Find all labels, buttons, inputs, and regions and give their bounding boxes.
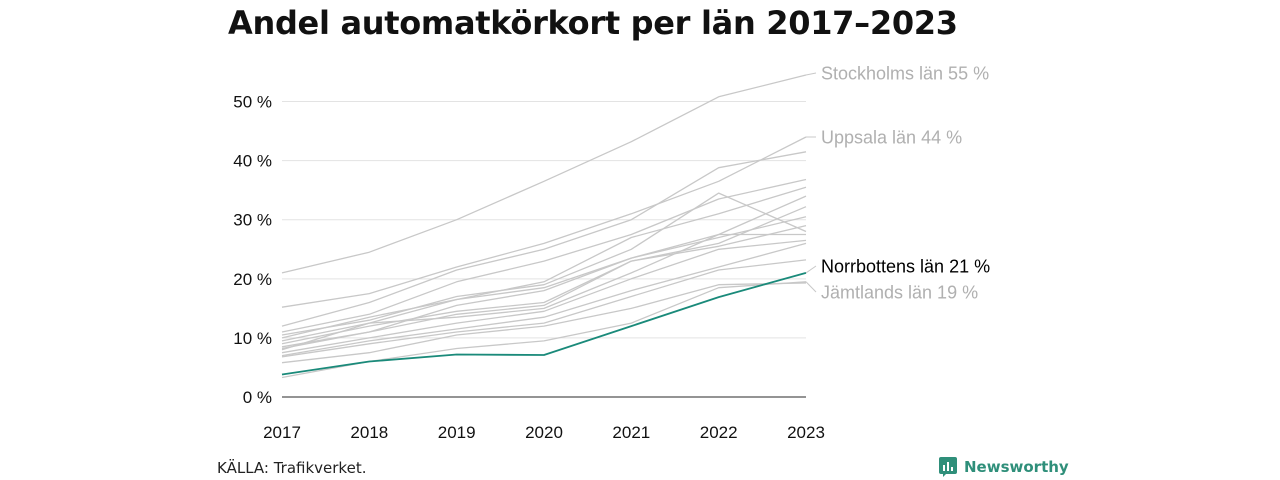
series-end-labels: Stockholms län 55 % Uppsala län 44 % Norrb…	[805, 64, 990, 303]
label-connector	[805, 281, 817, 293]
chart-title: Andel automatkörkort per län 2017–2023	[228, 4, 958, 42]
series-line	[281, 206, 807, 345]
x-tick-label: 2020	[525, 423, 563, 442]
x-tick-label: 2021	[612, 423, 650, 442]
series-line	[281, 239, 807, 354]
series-line	[281, 178, 807, 333]
series-line	[281, 136, 807, 308]
y-tick-label: 10 %	[233, 329, 272, 348]
series-line	[281, 74, 807, 274]
series-line	[281, 186, 807, 339]
series-line	[281, 272, 807, 376]
brand-logo[interactable]: Newsworthy	[938, 456, 1069, 478]
x-tick-label: 2017	[263, 423, 301, 442]
series-end-label: Jämtlands län 19 %	[821, 283, 978, 303]
y-tick-label: 30 %	[233, 211, 272, 230]
label-connector	[805, 72, 817, 76]
y-tick-label: 50 %	[233, 93, 272, 112]
brand-name: Newsworthy	[964, 458, 1069, 476]
series-line	[281, 259, 807, 358]
series-end-label: Uppsala län 44 %	[821, 128, 962, 148]
y-tick-label: 20 %	[233, 270, 272, 289]
x-tick-label: 2022	[700, 423, 738, 442]
series-line	[281, 192, 807, 336]
newsworthy-logo-icon	[939, 457, 957, 477]
series-line	[281, 233, 806, 351]
series-line	[281, 151, 807, 327]
series-end-label: Norrbottens län 21 %	[821, 257, 990, 277]
y-axis-ticks: 0 % 10 % 20 % 30 % 40 % 50 %	[233, 93, 272, 407]
x-tick-label: 2019	[438, 423, 476, 442]
y-tick-label: 0 %	[243, 388, 272, 407]
series-line	[281, 282, 807, 364]
y-tick-label: 40 %	[233, 152, 272, 171]
series-line	[281, 224, 807, 350]
series-end-label: Stockholms län 55 %	[821, 64, 989, 84]
label-connector	[805, 265, 817, 274]
source-note: KÄLLA: Trafikverket.	[217, 459, 367, 477]
x-tick-label: 2023	[787, 423, 825, 442]
series-line	[281, 242, 807, 357]
series-lines	[281, 74, 807, 379]
x-axis-ticks: 2017 2018 2019 2020 2021 2022 2023	[263, 423, 825, 442]
x-tick-label: 2018	[350, 423, 388, 442]
